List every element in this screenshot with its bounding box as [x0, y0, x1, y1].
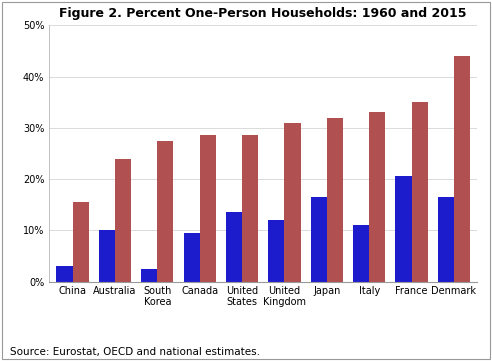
Bar [268, 220, 284, 282]
Bar [184, 233, 200, 282]
Bar [242, 135, 258, 282]
Bar [369, 112, 385, 282]
Bar [396, 177, 411, 282]
Bar [284, 123, 301, 282]
Bar [141, 269, 157, 282]
Bar [411, 102, 428, 282]
Bar [438, 197, 454, 282]
Bar [99, 230, 115, 282]
Bar [157, 140, 173, 282]
Bar [115, 158, 131, 282]
Bar [57, 266, 72, 282]
Bar [200, 135, 216, 282]
Bar [353, 225, 369, 282]
Text: Source: Eurostat, OECD and national estimates.: Source: Eurostat, OECD and national esti… [10, 347, 260, 357]
Bar [226, 212, 242, 282]
Bar [327, 118, 343, 282]
Title: Figure 2. Percent One-Person Households: 1960 and 2015: Figure 2. Percent One-Person Households:… [60, 7, 467, 20]
Bar [454, 56, 470, 282]
Bar [310, 197, 327, 282]
Bar [72, 202, 89, 282]
